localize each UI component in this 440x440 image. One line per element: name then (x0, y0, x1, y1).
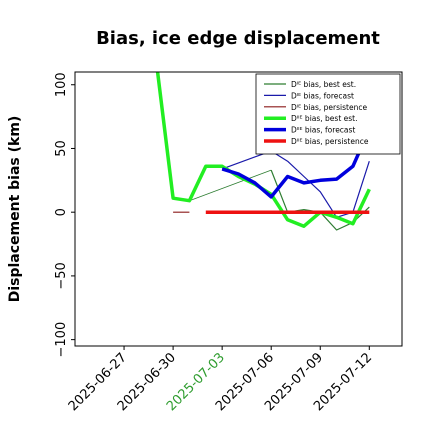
legend-label: Dᴵᴵᴱ bias, forecast (291, 126, 355, 135)
y-tick-label: 50 (54, 140, 69, 157)
legend: Dᴵᴱ bias, best est. Dᴵᴱ bias, forecast Dᴵᴱ… (255, 73, 401, 155)
y-tick-label: −50 (54, 262, 69, 289)
legend-label: Dᴵᴱ bias, best est. (291, 80, 356, 89)
y-tick-label: 0 (54, 208, 69, 216)
legend-label: Dᴵᴵᴱ bias, persistence (291, 137, 369, 146)
y-tick-label: −100 (54, 322, 69, 358)
y-tick-label: 100 (54, 72, 69, 97)
legend-label: Dᴵᴱ bias, persistence (291, 103, 367, 112)
plot-frame (74, 71, 403, 347)
connector-line-0 (189, 169, 272, 202)
series-line-4 (221, 128, 371, 199)
legend-label: Dᴵᴱ bias, forecast (291, 91, 354, 100)
y-axis-label: Displacement bias (km) (7, 116, 23, 303)
chart-title: Bias, ice edge displacement (96, 28, 380, 49)
legend-label: Dᴵᴵᴱ bias, best est. (291, 114, 358, 123)
series-line-1 (221, 150, 370, 218)
